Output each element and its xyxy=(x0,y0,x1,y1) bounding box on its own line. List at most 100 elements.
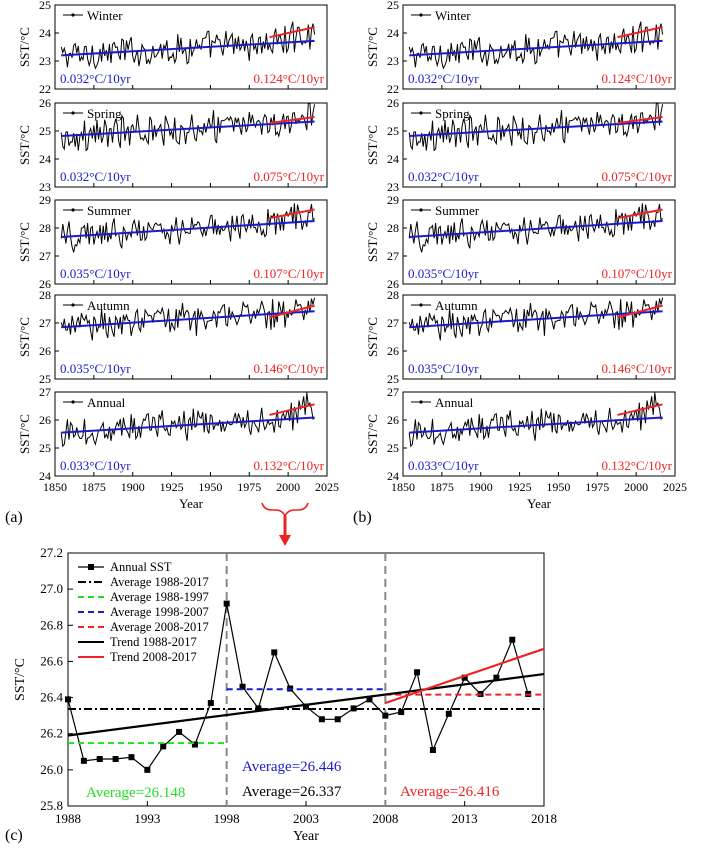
plot-frame xyxy=(402,391,676,477)
y-tick-label: 23 xyxy=(387,180,399,194)
x-tick-label: 2025 xyxy=(663,480,687,494)
recent-trend-line xyxy=(617,26,663,39)
legend-marker xyxy=(71,13,75,17)
y-tick-label: 28 xyxy=(39,288,51,302)
x-tick-label: 1998 xyxy=(214,811,240,826)
x-tick-label: 2000 xyxy=(276,480,300,494)
x-tick-label: 1988 xyxy=(55,811,81,826)
y-tick-label: 25 xyxy=(39,124,51,138)
annual-sst-point xyxy=(493,674,500,681)
trend-line xyxy=(384,647,545,705)
subplot-annual: 24 25 26 27 SST/°C Annual 0.033°C/10yr 0.132°C/… xyxy=(17,385,328,483)
annual-sst-point xyxy=(160,743,167,750)
plot-frame xyxy=(54,294,328,380)
legend-marker xyxy=(419,400,423,404)
plot-frame xyxy=(54,199,328,285)
legend-label: Winter xyxy=(435,8,471,23)
y-axis-label: SST/°C xyxy=(365,27,380,67)
sst-series-line xyxy=(60,392,315,448)
y-tick-label: 25 xyxy=(387,124,399,138)
y-tick-label: 24 xyxy=(387,26,399,40)
y-axis-label: SST/°C xyxy=(17,414,32,454)
recent-trend-rate: 0.124°C/10yr xyxy=(601,71,672,86)
annual-sst-point xyxy=(461,674,468,681)
average-annotation: Average=26.337 xyxy=(242,784,342,800)
y-axis-label: SST/°C xyxy=(17,27,32,67)
recent-trend-line xyxy=(269,403,315,416)
long-trend-line xyxy=(409,220,663,238)
x-tick-label: 1900 xyxy=(469,480,493,494)
sst-series-line xyxy=(60,297,316,341)
long-trend-rate: 0.035°C/10yr xyxy=(60,266,131,281)
annual-sst-point xyxy=(398,709,405,716)
recent-trend-rate: 0.107°C/10yr xyxy=(253,266,324,281)
y-tick-label: 26.8 xyxy=(40,617,63,632)
x-tick-label: 2018 xyxy=(531,811,557,826)
y-axis-label: SST/°C xyxy=(13,658,28,701)
annual-sst-point xyxy=(366,696,373,703)
recent-trend-rate: 0.146°C/10yr xyxy=(601,361,672,376)
x-tick-label: 1975 xyxy=(585,480,609,494)
y-tick-label: 22 xyxy=(387,82,399,96)
y-tick-label: 23 xyxy=(39,54,51,68)
annual-sst-point xyxy=(303,703,309,710)
y-tick-label: 24 xyxy=(39,152,51,166)
legend-label: Annual xyxy=(87,395,126,410)
plot-frame xyxy=(402,102,676,188)
y-tick-label: 27 xyxy=(387,249,399,263)
y-axis-label: SST/°C xyxy=(365,125,380,165)
y-tick-label: 26 xyxy=(387,413,399,427)
legend-label: Spring xyxy=(435,106,470,121)
x-axis-label: Year xyxy=(179,496,204,511)
legend-label: Summer xyxy=(87,203,132,218)
x-tick-label: 1925 xyxy=(508,480,532,494)
legend-marker xyxy=(71,303,75,307)
y-tick-label: 27.0 xyxy=(40,581,63,596)
annual-sst-point xyxy=(318,716,325,723)
legend-label: Annual xyxy=(435,395,474,410)
y-tick-label: 25 xyxy=(387,372,399,386)
annual-sst-point xyxy=(144,766,151,773)
y-tick-label: 24 xyxy=(39,26,51,40)
y-tick-label: 25 xyxy=(387,0,399,12)
x-tick-label: 2013 xyxy=(452,811,478,826)
subplot-summer: 26 27 28 29 SST/°C Summer 0.035°C/10yr 0.107°C/… xyxy=(17,193,328,291)
y-tick-label: 26.6 xyxy=(40,653,63,668)
x-tick-label: 2003 xyxy=(293,811,319,826)
y-axis-label: SST/°C xyxy=(17,317,32,357)
y-tick-label: 26.4 xyxy=(40,690,63,705)
sst-series-line xyxy=(408,21,664,70)
legend-label: Winter xyxy=(87,8,123,23)
panel-c: 25.8 26.0 26.2 26.4 26.6 26.8 27.0 27.2 1988 1993… xyxy=(5,545,557,844)
subplot-summer: 26 27 28 29 SST/°C Summer 0.035°C/10yr 0.107°C/… xyxy=(365,193,676,291)
annual-sst-point xyxy=(223,600,230,607)
legend-marker xyxy=(88,564,94,570)
legend-label: Spring xyxy=(87,106,122,121)
legend-marker xyxy=(71,208,75,212)
x-tick-label: 1875 xyxy=(82,480,106,494)
y-tick-label: 27 xyxy=(39,249,51,263)
annual-sst-point xyxy=(509,636,516,643)
recent-trend-line xyxy=(617,403,663,416)
x-tick-label: 1850 xyxy=(391,480,415,494)
long-trend-rate: 0.032°C/10yr xyxy=(408,71,479,86)
legend-label: Autumn xyxy=(435,298,478,313)
y-tick-label: 26 xyxy=(39,344,51,358)
legend-label: Trend 1988-2017 xyxy=(110,635,197,649)
y-axis-label: SST/°C xyxy=(365,414,380,454)
x-tick-label: 1950 xyxy=(546,480,570,494)
long-trend-rate: 0.032°C/10yr xyxy=(60,169,131,184)
annual-sst-point xyxy=(350,705,357,712)
recent-trend-line xyxy=(617,304,663,319)
y-tick-label: 25 xyxy=(39,441,51,455)
panel-label: (c) xyxy=(5,827,23,844)
y-axis-label: SST/°C xyxy=(365,317,380,357)
y-tick-label: 26 xyxy=(39,413,51,427)
annual-sst-point xyxy=(176,728,183,735)
x-tick-label: 2000 xyxy=(624,480,648,494)
recent-trend-rate: 0.146°C/10yr xyxy=(253,361,324,376)
subplot-autumn: 25 26 27 28 SST/°C Autumn 0.035°C/10yr 0.146°C/… xyxy=(17,288,328,386)
annual-sst-point xyxy=(429,746,436,753)
recent-trend-rate: 0.132°C/10yr xyxy=(253,458,324,473)
long-trend-rate: 0.035°C/10yr xyxy=(60,361,131,376)
